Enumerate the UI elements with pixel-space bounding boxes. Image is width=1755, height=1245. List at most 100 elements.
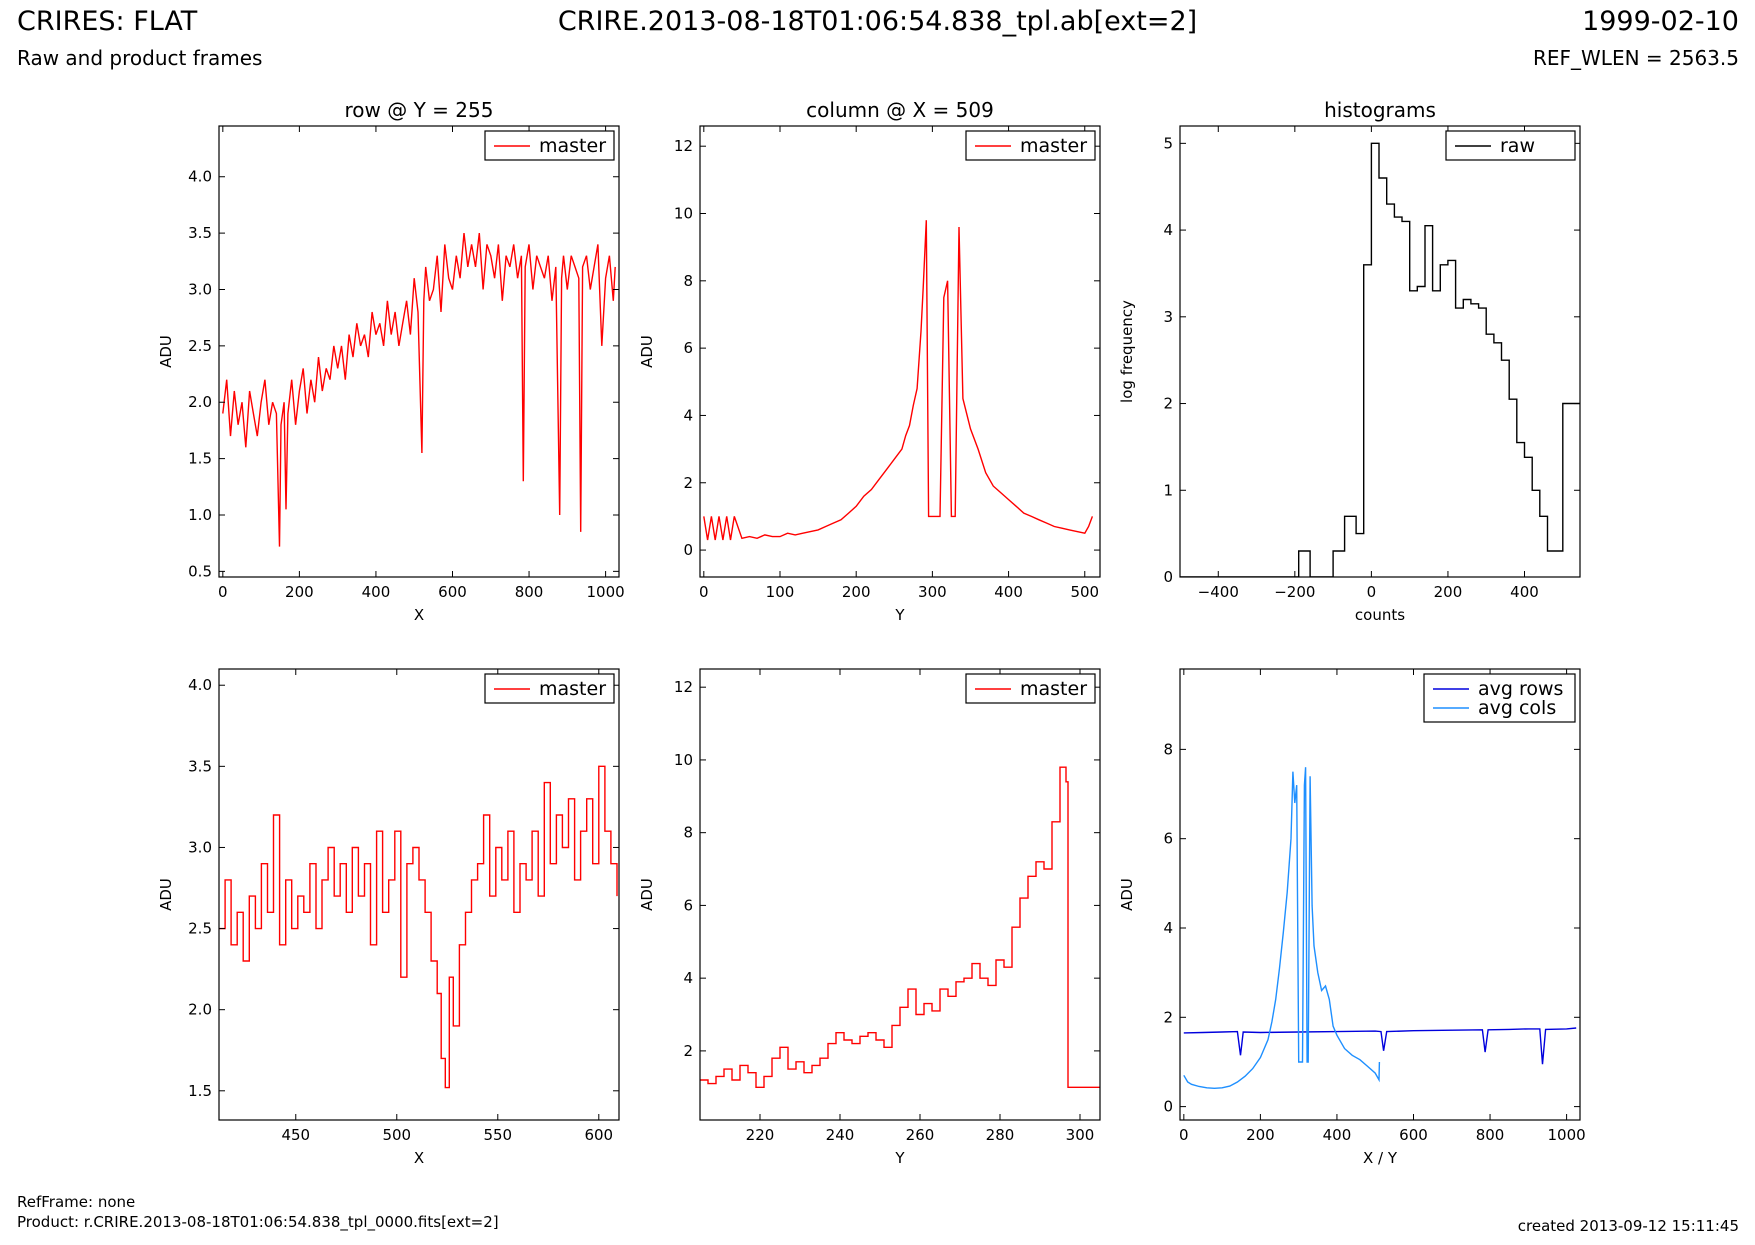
x-tick-label: −400 [1198,583,1239,601]
legend-label: avg rows [1478,678,1563,700]
plot-frame [699,125,1101,578]
series-line-master [703,220,1094,541]
x-tick-label: 0 [1179,1126,1189,1144]
y-tick-label: 12 [674,137,693,155]
legend-box [1423,673,1576,723]
y-tick-label: 4.0 [188,676,212,694]
chart-title: column @ X = 509 [806,98,994,122]
x-tick-label: 500 [382,1126,411,1144]
chart-panel-1: 0 200 400 600 800 1000 0.5 1.0 1.5 2.0 2.5 3.0 3.5 4.… [157,98,625,624]
y-tick-label: 6 [683,339,693,357]
plot-frame [218,125,620,578]
x-axis-label: counts [1355,606,1405,624]
y-tick-label: 8 [683,272,693,290]
y-axis-label: log frequency [1118,300,1136,403]
y-tick-label: 3.0 [188,838,212,856]
series-line-master [219,765,618,1089]
y-tick-label: 4 [1163,919,1173,937]
y-tick-label: 10 [674,751,693,769]
footer-product: Product: r.CRIRE.2013-08-18T01:06:54.838… [17,1213,499,1231]
legend-label: master [539,678,606,700]
x-tick-label: 400 [362,583,391,601]
x-tick-label: 600 [584,1126,613,1144]
y-tick-label: 6 [683,896,693,914]
x-tick-label: 400 [994,583,1023,601]
y-axis-label: ADU [157,335,175,368]
ref-wlen-label: REF_WLEN = 2563.5 [1532,46,1739,70]
y-tick-label: 3 [1163,308,1173,326]
y-tick-label: 0.5 [188,562,212,580]
x-tick-label: 200 [1434,583,1463,601]
y-tick-label: 4 [683,969,693,987]
x-tick-label: 1000 [587,583,625,601]
x-tick-label: 200 [1246,1126,1275,1144]
y-tick-label: 1 [1163,481,1173,499]
chart-panel-3: −400 −200 0 200 400 0 1 2 3 4 5 histograms counts log… [1118,98,1581,624]
chart-panel-4: 450 500 550 600 1.5 2.0 2.5 3.0 3.5 4.0 X ADU master [157,668,620,1167]
y-tick-label: 1.5 [188,450,212,468]
y-tick-label: 2.5 [188,337,212,355]
y-tick-label: 2.5 [188,920,212,938]
date-label: 1999-02-10 [1582,6,1739,37]
x-tick-label: 0 [699,583,709,601]
x-tick-label: 0 [1367,583,1377,601]
y-tick-label: 3.5 [188,224,212,242]
chart-title: row @ Y = 255 [345,98,494,122]
series-line-raw [1180,142,1580,577]
y-tick-label: 0 [683,541,693,559]
y-tick-label: 1.0 [188,506,212,524]
y-tick-label: 2 [1163,395,1173,413]
footer-ref-frame: RefFrame: none [17,1193,136,1211]
y-tick-label: 8 [683,824,693,842]
x-tick-label: 100 [766,583,795,601]
y-tick-label: 2.0 [188,1001,212,1019]
series-line-avg-rows [1183,1027,1577,1065]
x-tick-label: 400 [1323,1126,1352,1144]
y-tick-label: 3.5 [188,757,212,775]
y-tick-label: 6 [1163,830,1173,848]
x-tick-label: 450 [281,1126,310,1144]
x-axis-label: X / Y [1363,1149,1398,1167]
y-tick-label: 10 [674,205,693,223]
series-line-master [700,766,1100,1089]
chart-panel-5: 220 240 260 280 300 2 4 6 8 10 12 Y ADU master [638,668,1101,1167]
x-tick-label: 600 [1399,1126,1428,1144]
series-line-avg-cols [1183,767,1381,1090]
legend-label: avg cols [1478,697,1556,719]
x-tick-label: 600 [438,583,467,601]
x-tick-label: 240 [826,1126,855,1144]
file-title: CRIRE.2013-08-18T01:06:54.838_tpl.ab[ext… [557,6,1198,37]
plot-frame [1179,668,1581,1121]
y-tick-label: 3.0 [188,280,212,298]
y-tick-label: 5 [1163,134,1173,152]
x-tick-label: 0 [218,583,228,601]
y-tick-label: 2 [683,474,693,492]
y-tick-label: 2 [1163,1008,1173,1026]
x-axis-label: X [414,1149,424,1167]
series-line-master [222,233,616,547]
chart-panel-2: 0 100 200 300 400 500 0 2 4 6 8 10 12 column @ X = 50… [638,98,1101,624]
x-tick-label: 800 [1476,1126,1505,1144]
x-tick-label: 1000 [1548,1126,1586,1144]
x-tick-label: 260 [906,1126,935,1144]
x-tick-label: 200 [285,583,314,601]
legend-label: master [1020,135,1087,157]
y-axis-label: ADU [1118,878,1136,911]
plot-frame [218,668,620,1121]
x-tick-label: 400 [1510,583,1539,601]
y-tick-label: 1.5 [188,1082,212,1100]
x-tick-label: 220 [746,1126,775,1144]
page-subtitle: Raw and product frames [17,46,263,70]
x-tick-label: 200 [842,583,871,601]
x-axis-label: X [414,606,424,624]
footer-created: created 2013-09-12 15:11:45 [1517,1217,1739,1235]
legend-label: master [1020,678,1087,700]
x-tick-label: 280 [986,1126,1015,1144]
y-tick-label: 2.0 [188,393,212,411]
plot-frame [699,668,1101,1121]
x-tick-label: 300 [918,583,947,601]
legend-label: master [539,135,606,157]
plot-frame [1179,125,1581,578]
y-axis-label: ADU [157,878,175,911]
y-tick-label: 0 [1163,1098,1173,1116]
